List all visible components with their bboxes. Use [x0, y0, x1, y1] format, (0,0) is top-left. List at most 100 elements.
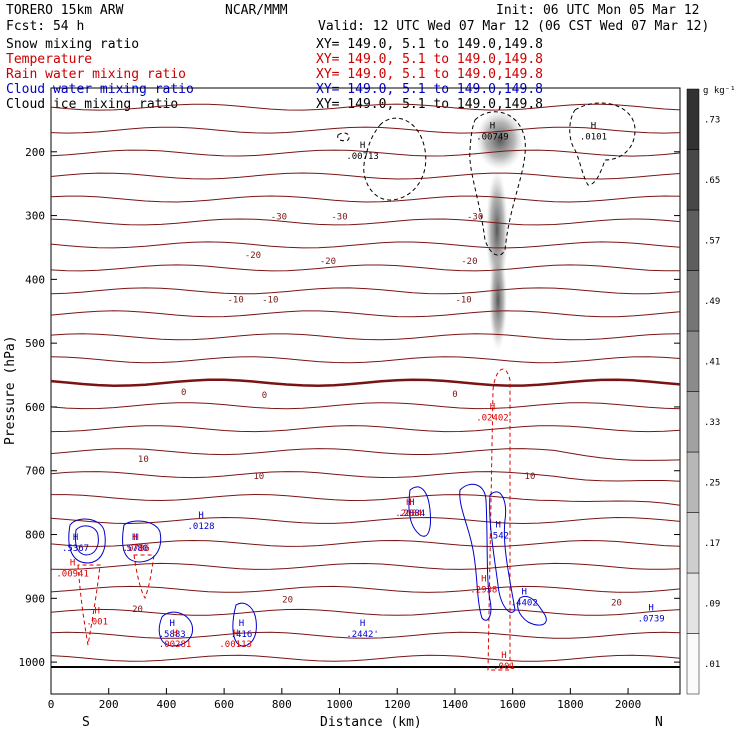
temperature-contour-line	[50, 539, 681, 548]
temperature-label: -30	[331, 213, 347, 223]
snow-mixing-ratio-shading	[476, 110, 524, 350]
temperature-contour-line	[50, 631, 681, 639]
x-tick-label: 1600	[499, 698, 526, 711]
legend-label-rain: Rain water mixing ratio	[6, 67, 186, 82]
x-tick-label: 1400	[442, 698, 469, 711]
temperature-contour-line	[50, 287, 681, 295]
maximum-value: .00713	[346, 152, 379, 162]
temperature-contour-line	[50, 126, 681, 134]
temperature-label: -10	[228, 296, 244, 306]
maximum-marker: H	[132, 533, 137, 543]
maximum-value: .2938	[470, 586, 497, 596]
y-axis-title: Pressure (hPa)	[3, 335, 18, 445]
maximum-value: .5780	[121, 544, 148, 554]
valid-time: Valid: 12 UTC Wed 07 Mar 12 (06 CST Wed …	[318, 19, 709, 34]
maximum-marker: H	[94, 606, 99, 616]
temperature-label: 10	[138, 455, 149, 465]
legend-xy-rain: XY= 149.0, 5.1 to 149.0,149.8	[316, 67, 543, 82]
temperature-contours	[50, 103, 681, 668]
x-tick-label: 800	[272, 698, 292, 711]
temperature-label: 20	[132, 605, 143, 615]
colorbar-unit: g kg⁻¹	[703, 86, 736, 96]
temperature-label: -20	[461, 257, 477, 267]
plot-frame	[50, 87, 681, 695]
temperature-label: -20	[245, 251, 261, 261]
maximum-marker: H	[648, 603, 653, 613]
temperature-contour-line	[50, 218, 681, 226]
ice-contour-3	[569, 102, 636, 186]
maximum-marker: H	[409, 498, 414, 508]
maximum-value: .5367	[62, 544, 89, 554]
maximum-marker: H	[169, 619, 174, 629]
temperature-contour-line	[50, 448, 681, 461]
colorbar-label: .65	[704, 176, 720, 186]
y-tick-label: 800	[25, 529, 45, 542]
maximum-value: .00281	[159, 640, 192, 650]
temperature-label: 0	[181, 388, 186, 398]
colorbar-label: .49	[704, 297, 720, 307]
temperature-contour-line	[50, 402, 681, 410]
colorbar-label: .01	[704, 660, 720, 670]
legend-label-cloud-water: Cloud water mixing ratio	[6, 82, 194, 97]
y-tick-label: 300	[25, 210, 45, 223]
legend-xy-cloud-water: XY= 149.0, 5.1 to 149.0,149.8	[316, 82, 543, 97]
temperature-contour-line	[50, 378, 681, 387]
temperature-contour-line	[50, 516, 681, 525]
colorbar-segment	[686, 572, 700, 634]
maximum-marker: H	[360, 619, 365, 629]
maximum-value: .00941	[56, 570, 89, 580]
temperature-contour-line	[50, 471, 681, 482]
x-tick-label: 2000	[615, 698, 642, 711]
colorbar-label: .17	[704, 539, 720, 549]
cloud-water-contour-1b	[74, 525, 99, 556]
maximum-marker: H	[481, 575, 486, 585]
temperature-contour-line	[50, 654, 681, 662]
colorbar-label: .41	[704, 357, 720, 367]
end-label-south: S	[82, 715, 90, 730]
maximum-value: .00113	[219, 640, 252, 650]
maximum-value: .2442'	[346, 630, 379, 640]
maximum-marker: H	[198, 511, 203, 521]
maximum-value: .5883	[159, 630, 186, 640]
colorbar-label: .57	[704, 236, 720, 246]
colorbar-segment	[686, 270, 700, 332]
cloud-ice-contours	[337, 102, 636, 256]
colorbar-label: .33	[704, 418, 720, 428]
temperature-contour-line	[50, 149, 681, 157]
maximum-marker: H	[233, 629, 238, 639]
colorbar-segment	[686, 512, 700, 574]
y-tick-label: 1000	[19, 656, 46, 669]
y-tick-label: 400	[25, 273, 45, 286]
maximum-marker: H	[360, 141, 365, 151]
colorbar-segment	[686, 88, 700, 150]
temperature-contour-line	[50, 103, 681, 111]
y-tick-label: 200	[25, 146, 45, 159]
temperature-contour-line	[50, 562, 681, 570]
maximum-value: .00749	[476, 133, 509, 143]
temperature-label: -20	[320, 257, 336, 267]
maximum-value: .02402	[476, 413, 509, 423]
temperature-label: 10	[253, 472, 264, 482]
cloud-water-contour-4	[408, 486, 431, 537]
cloud-water-contour-1	[68, 518, 106, 564]
x-tick-label: 600	[214, 698, 234, 711]
maximum-value: .2684	[395, 509, 422, 519]
maximum-marker: H	[73, 533, 78, 543]
maximum-marker: H	[496, 520, 501, 530]
temperature-contour-line	[50, 333, 681, 341]
cloud-water-contour-7	[232, 602, 257, 647]
y-tick-label: 700	[25, 465, 45, 478]
cloud-water-contour-6	[158, 611, 194, 647]
temperature-label: 10	[525, 472, 536, 482]
x-tick-label: 1200	[384, 698, 411, 711]
maximum-value: .542	[487, 531, 509, 541]
temperature-contour-line	[50, 310, 681, 318]
temperature-label: 0	[452, 390, 457, 400]
ice-contour-1	[363, 117, 427, 201]
cloud-water-contour-5	[517, 596, 547, 626]
forecast-hour: Fcst: 54 h	[6, 19, 84, 34]
temperature-label: 20	[282, 595, 293, 605]
legend-xy-temperature: XY= 149.0, 5.1 to 149.0,149.8	[316, 52, 543, 67]
